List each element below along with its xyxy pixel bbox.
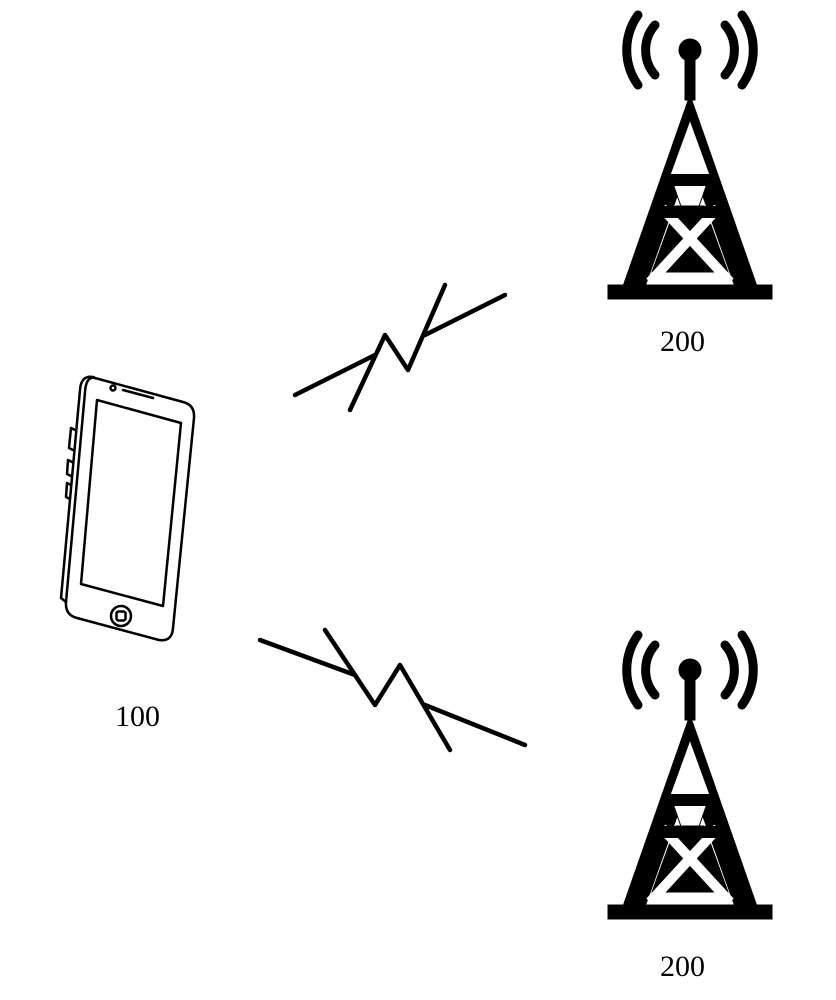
tower-bottom-label: 200 [660, 950, 705, 984]
phone-label: 100 [115, 700, 160, 734]
signal-icon [240, 620, 540, 770]
phone-icon [55, 370, 205, 660]
signal-icon [280, 280, 520, 420]
diagram-canvas: 100 200 200 [0, 0, 836, 1000]
cell-tower-icon [560, 630, 820, 920]
cell-tower-icon [560, 10, 820, 300]
tower-top-label: 200 [660, 325, 705, 359]
